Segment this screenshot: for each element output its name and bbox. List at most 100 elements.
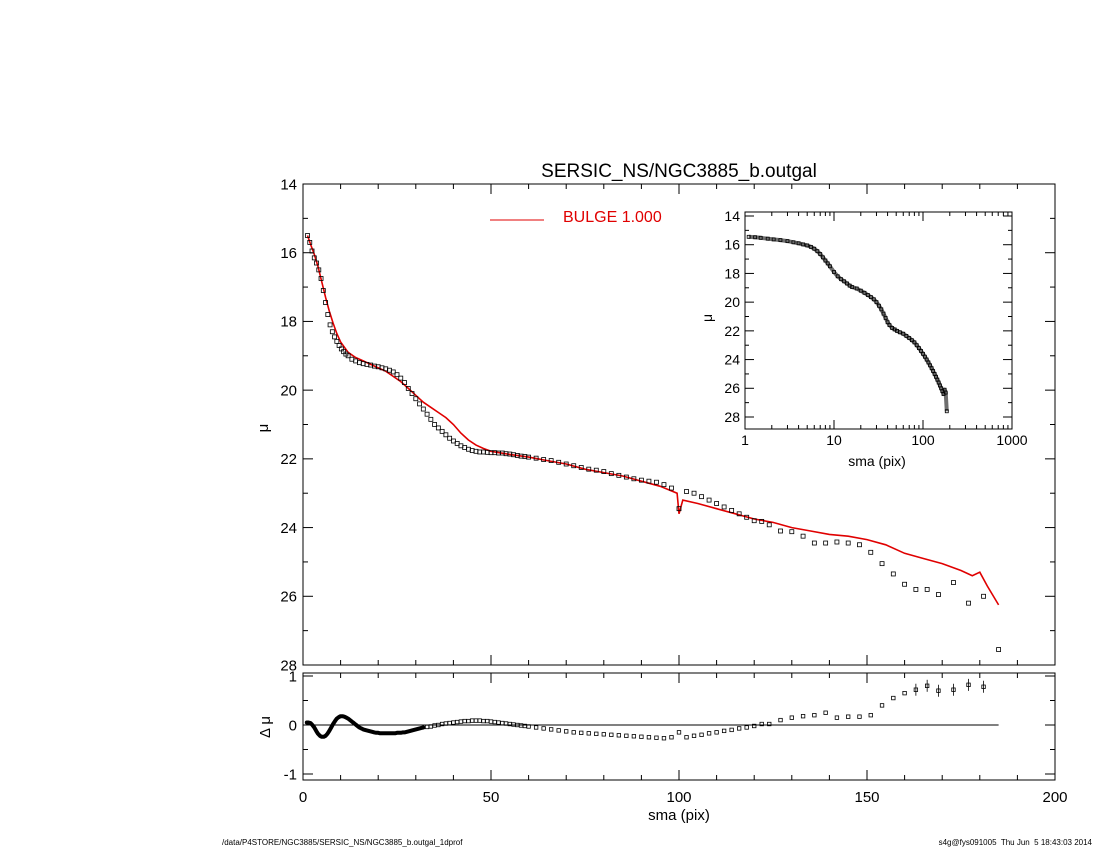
data-point <box>402 380 407 385</box>
data-point <box>759 518 765 524</box>
inset-data-point <box>812 246 817 251</box>
data-point <box>593 467 599 473</box>
data-point <box>981 593 986 599</box>
data-point <box>966 600 971 606</box>
data-point <box>691 490 697 496</box>
data-point <box>890 571 896 577</box>
y-tick-label: 0 <box>289 717 297 734</box>
data-point <box>556 459 562 465</box>
residual-point <box>462 718 467 724</box>
residual-point <box>533 725 539 730</box>
residual-point <box>541 726 546 731</box>
inset-data-point <box>871 297 876 302</box>
data-point <box>868 549 874 555</box>
inset-data-point <box>832 270 836 274</box>
residual-point <box>752 723 757 729</box>
residual-point <box>669 735 674 740</box>
legend-label-bulge: BULGE 1.000 <box>563 209 662 226</box>
x-tick-label: 200 <box>1042 789 1067 806</box>
residual-point <box>759 721 764 727</box>
y-tick-label: 16 <box>280 245 297 262</box>
residual-point <box>789 715 794 720</box>
residual-point <box>846 714 851 719</box>
residual-point <box>470 718 475 723</box>
residual-point <box>966 682 971 687</box>
data-point <box>646 478 652 484</box>
data-point <box>766 522 772 528</box>
residual-point <box>936 688 941 693</box>
y-tick-label: 26 <box>724 380 740 396</box>
data-point <box>676 506 682 512</box>
residual-point <box>767 721 772 727</box>
residual-point <box>631 734 637 739</box>
data-point <box>744 514 750 520</box>
inset-data-point <box>791 240 796 245</box>
residual-point <box>639 734 644 739</box>
x-tick-label: 150 <box>854 789 879 806</box>
residual-point <box>556 728 561 733</box>
residual-point <box>778 717 783 723</box>
inset-data-point <box>865 293 870 297</box>
residual-point <box>500 720 505 726</box>
residual-point <box>594 731 599 736</box>
x-tick-label: 50 <box>483 789 500 806</box>
residual-point <box>812 713 817 718</box>
data-point <box>526 454 531 460</box>
data-point <box>902 581 907 587</box>
inset-data-point <box>839 277 843 282</box>
data-point <box>714 501 719 506</box>
y-tick-label: 20 <box>724 294 740 310</box>
inset-data-point <box>771 237 776 242</box>
residual-plot: 0 50 100 150 200-101 <box>284 668 1068 806</box>
data-point <box>329 329 335 335</box>
data-point <box>811 540 817 546</box>
data-point <box>823 540 829 546</box>
residual-point <box>981 684 986 689</box>
data-point <box>631 476 637 482</box>
footer-file-path: /data/P4STORE/NGC3885/SERSIC_NS/NGC3885_… <box>222 838 463 847</box>
main-plot: 14 16 18 20 22 24 26 28 <box>280 176 1056 674</box>
data-point <box>413 396 419 402</box>
data-point <box>578 465 584 470</box>
inset-data-point <box>887 323 892 328</box>
residual-point <box>492 719 497 725</box>
inset-data-point <box>907 336 912 340</box>
y-tick-label: 28 <box>724 409 740 425</box>
inset-data-point <box>785 239 790 244</box>
x-tick-label: 1000 <box>996 432 1027 448</box>
data-point <box>398 375 404 381</box>
data-point <box>325 312 331 317</box>
residual-point <box>823 710 828 715</box>
inset-data-point <box>765 236 770 241</box>
y-tick-label: 14 <box>280 176 297 193</box>
main-title: SERSIC_NS/NGC3885_b.outgal <box>541 161 817 182</box>
data-point <box>699 494 704 500</box>
inset-data-point <box>862 290 867 295</box>
data-point <box>548 458 554 463</box>
residual-point <box>458 719 464 724</box>
y-tick-label: 14 <box>724 208 740 224</box>
y-tick-label: 22 <box>724 323 740 339</box>
inset-data-point <box>854 286 859 291</box>
data-point <box>450 438 456 444</box>
data-point <box>541 457 547 462</box>
residual-point <box>424 724 430 730</box>
residual-point <box>676 730 682 735</box>
data-point <box>571 463 577 469</box>
residual-point <box>737 726 742 731</box>
residual-point <box>800 714 806 719</box>
inset-data-point <box>778 238 783 243</box>
data-point <box>857 542 862 548</box>
y-tick-label: 16 <box>724 237 740 253</box>
residual-point <box>571 730 576 735</box>
data-point <box>334 338 340 344</box>
residual-point <box>485 718 490 724</box>
residual-point <box>624 733 629 738</box>
data-point <box>661 482 667 488</box>
inset-data-point <box>818 252 823 256</box>
data-point <box>345 353 351 359</box>
data-point <box>314 260 319 266</box>
residual-point <box>857 714 862 719</box>
residual-point <box>913 687 919 692</box>
inset-data-point <box>753 235 758 240</box>
